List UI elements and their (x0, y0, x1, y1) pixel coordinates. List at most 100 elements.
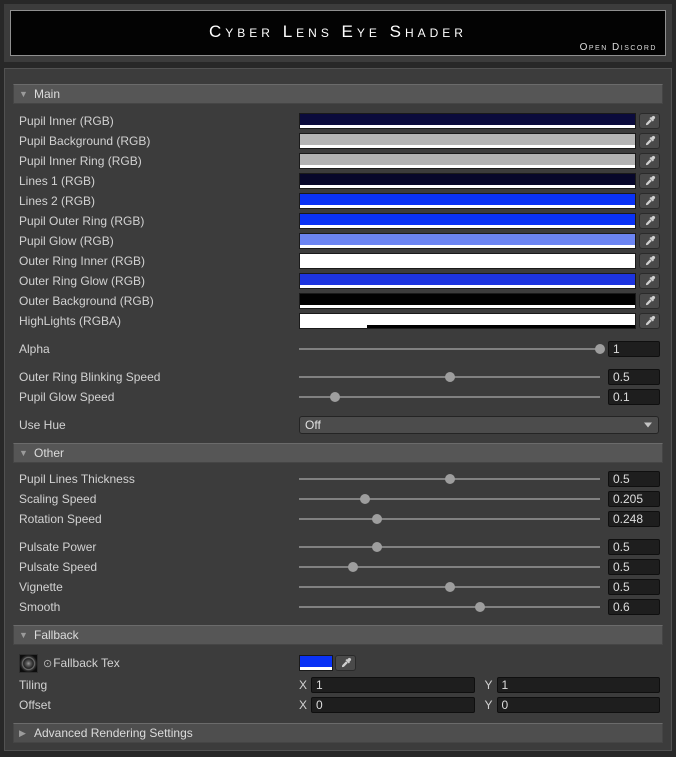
property-label: Vignette (19, 580, 63, 594)
slider-knob[interactable] (595, 344, 605, 354)
slider-track[interactable] (299, 341, 605, 357)
eyedropper-button[interactable] (639, 153, 660, 169)
slider-track[interactable] (299, 511, 600, 527)
color-row-pupil-outer-ring: Pupil Outer Ring (RGB) (5, 211, 671, 231)
foldout-expanded-icon: ▼ (19, 89, 28, 99)
slider-knob[interactable] (360, 494, 371, 504)
eyedropper-button[interactable] (639, 233, 660, 249)
fallback-tex-row: ⊙ Fallback Tex (5, 651, 671, 675)
eyedropper-button[interactable] (335, 655, 356, 671)
slider-knob[interactable] (444, 474, 455, 484)
property-label: HighLights (RGBA) (19, 314, 122, 328)
color-row-pupil-background: Pupil Background (RGB) (5, 131, 671, 151)
fallback-tex-color-swatch[interactable] (299, 655, 333, 671)
eyedropper-button[interactable] (639, 253, 660, 269)
eyedropper-button[interactable] (639, 313, 660, 329)
eyedropper-button[interactable] (639, 193, 660, 209)
color-row-lines-2: Lines 2 (RGB) (5, 191, 671, 211)
slider-knob[interactable] (348, 562, 359, 572)
slider-knob[interactable] (372, 542, 383, 552)
slider-track[interactable] (299, 491, 600, 507)
eyedropper-button[interactable] (639, 293, 660, 309)
color-row-outer-ring-glow: Outer Ring Glow (RGB) (5, 271, 671, 291)
slider-track[interactable] (299, 471, 600, 487)
slider-track[interactable] (299, 599, 600, 615)
slider-value-field[interactable]: 0.6 (608, 599, 660, 615)
color-row-outer-background: Outer Background (RGB) (5, 291, 671, 311)
slider-value-field[interactable]: 0.248 (608, 511, 660, 527)
color-swatch[interactable] (299, 153, 636, 169)
color-swatch[interactable] (299, 133, 636, 149)
axis-y-label: Y (484, 678, 493, 692)
foldout-main-label: Main (34, 87, 61, 101)
slider-value-field[interactable]: 0.5 (608, 471, 660, 487)
slider-value-field[interactable]: 0.205 (608, 491, 660, 507)
property-label: Outer Ring Glow (RGB) (19, 274, 146, 288)
foldout-fallback[interactable]: ▼ Fallback (13, 625, 663, 645)
foldout-advanced-rendering-settings[interactable]: ▶ Advanced Rendering Settings (13, 723, 663, 743)
slider-knob[interactable] (474, 602, 485, 612)
offset-x-field[interactable]: 0 (311, 697, 475, 713)
slider-knob[interactable] (330, 392, 341, 402)
slider-knob[interactable] (444, 582, 455, 592)
tiling-x-field[interactable]: 1 (311, 677, 475, 693)
offset-row: Offset X 0 Y 0 (5, 695, 671, 715)
color-row-lines-1: Lines 1 (RGB) (5, 171, 671, 191)
shader-title: Cyber Lens Eye Shader (209, 22, 467, 41)
slider-row-smooth: Smooth 0.6 (5, 597, 671, 617)
color-swatch[interactable] (299, 173, 636, 189)
slider-value-field[interactable]: 0.5 (608, 579, 660, 595)
foldout-other[interactable]: ▼ Other (13, 443, 663, 463)
slider-row-pulsate-power: Pulsate Power 0.5 (5, 537, 671, 557)
property-label: Outer Background (RGB) (19, 294, 154, 308)
property-label: Pulsate Speed (19, 560, 98, 574)
open-discord-link[interactable]: Open Discord (579, 42, 657, 53)
color-row-highlights: HighLights (RGBA) (5, 311, 671, 331)
color-swatch[interactable] (299, 213, 636, 229)
slider-value-field[interactable]: 0.5 (608, 559, 660, 575)
slider-track[interactable] (299, 389, 600, 405)
foldout-collapsed-icon: ▶ (19, 727, 26, 738)
slider-track[interactable] (299, 539, 600, 555)
slider-value-field[interactable]: 0.1 (608, 389, 660, 405)
property-label: Scaling Speed (19, 492, 97, 506)
slider-track[interactable] (299, 369, 600, 385)
axis-x-label: X (299, 698, 308, 712)
color-swatch[interactable] (299, 293, 636, 309)
foldout-expanded-icon: ▼ (19, 448, 28, 458)
color-swatch[interactable] (299, 253, 636, 269)
property-label: Pulsate Power (19, 540, 97, 554)
property-label: Rotation Speed (19, 512, 102, 526)
slider-track[interactable] (299, 559, 600, 575)
property-label: Smooth (19, 600, 61, 614)
slider-row-alpha: Alpha 1 (5, 339, 671, 359)
slider-value-field[interactable]: 0.5 (608, 539, 660, 555)
slider-track[interactable] (299, 579, 600, 595)
eyedropper-button[interactable] (639, 173, 660, 189)
tiling-y-field[interactable]: 1 (496, 677, 660, 693)
slider-row-rotation-speed: Rotation Speed 0.248 (5, 509, 671, 529)
offset-y-field[interactable]: 0 (496, 697, 660, 713)
color-swatch[interactable] (299, 233, 636, 249)
use-hue-dropdown[interactable]: Off (299, 416, 659, 434)
foldout-advanced-label: Advanced Rendering Settings (34, 726, 193, 740)
object-picker-icon: ⊙ (43, 657, 53, 670)
axis-x-label: X (299, 678, 308, 692)
slider-value-field[interactable]: 0.5 (608, 369, 660, 385)
eyedropper-button[interactable] (639, 213, 660, 229)
eyedropper-button[interactable] (639, 273, 660, 289)
color-row-pupil-inner: Pupil Inner (RGB) (5, 111, 671, 131)
slider-knob[interactable] (372, 514, 383, 524)
fallback-tex-thumbnail-icon[interactable] (19, 653, 38, 673)
color-swatch[interactable] (299, 313, 636, 329)
foldout-main[interactable]: ▼ Main (13, 84, 663, 104)
slider-value-field[interactable]: 1 (608, 341, 660, 357)
use-hue-selected-value: Off (305, 418, 321, 432)
color-swatch[interactable] (299, 273, 636, 289)
slider-knob[interactable] (444, 372, 455, 382)
color-swatch[interactable] (299, 193, 636, 209)
property-label: Use Hue (19, 418, 66, 432)
eyedropper-button[interactable] (639, 113, 660, 129)
eyedropper-button[interactable] (639, 133, 660, 149)
color-swatch[interactable] (299, 113, 636, 129)
